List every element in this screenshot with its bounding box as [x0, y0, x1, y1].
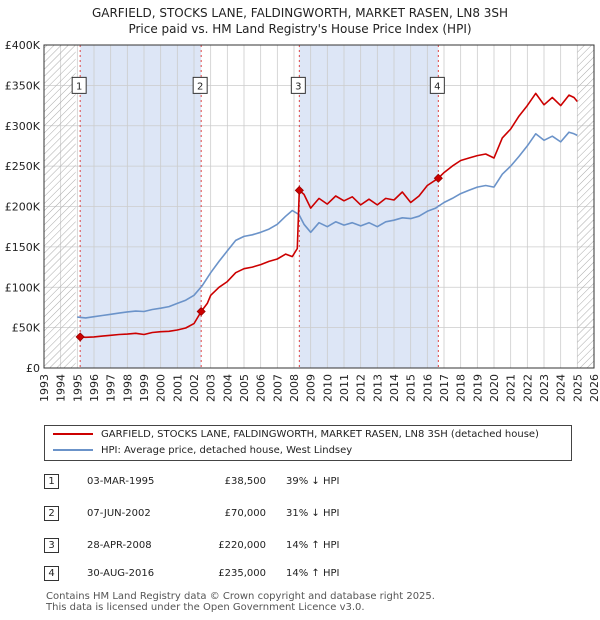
- x-tick-label: 2005: [238, 374, 251, 402]
- x-tick-label: 2016: [421, 374, 434, 402]
- legend-swatch-price-paid: [53, 433, 93, 435]
- legend: GARFIELD, STOCKS LANE, FALDINGWORTH, MAR…: [44, 425, 572, 461]
- hatched-period: [44, 45, 76, 368]
- sale-date: 07-JUN-2002: [87, 508, 151, 519]
- x-tick-label: 2010: [321, 374, 334, 402]
- footer-copyright: Contains HM Land Registry data © Crown c…: [46, 591, 435, 602]
- x-tick-label: 2008: [288, 374, 301, 402]
- footer-licence: This data is licensed under the Open Gov…: [46, 602, 365, 613]
- x-tick-label: 2001: [171, 374, 184, 402]
- x-tick-label: 2004: [221, 374, 234, 402]
- y-tick-label: £250K: [5, 160, 41, 173]
- legend-label-price-paid: GARFIELD, STOCKS LANE, FALDINGWORTH, MAR…: [101, 429, 539, 440]
- chart-title-line1: GARFIELD, STOCKS LANE, FALDINGWORTH, MAR…: [91, 6, 509, 20]
- x-tick-label: 2002: [188, 374, 201, 402]
- sale-marker: [196, 306, 206, 317]
- x-tick-label: 2013: [371, 374, 384, 402]
- price-paid-line: [80, 92, 578, 339]
- x-tick-label: 2018: [455, 374, 468, 402]
- sale-label: 1: [76, 81, 82, 92]
- x-tick-label: 2011: [338, 374, 351, 402]
- sale-price: £70,000: [224, 508, 266, 519]
- sale-date: 03-MAR-1995: [87, 476, 155, 487]
- sale-row: 3 28-APR-2008 £220,000 14% ↑ HPI: [0, 536, 600, 556]
- x-tick-label: 2003: [205, 374, 218, 402]
- x-tick-label: 1999: [138, 374, 151, 402]
- sale-hpi-diff: 39% ↓ HPI: [286, 476, 340, 487]
- sale-label-box: [71, 76, 87, 94]
- x-tick-label: 2021: [505, 374, 518, 402]
- x-tick-label: 1993: [38, 374, 51, 402]
- sale-marker: [433, 173, 443, 183]
- sale-label: 2: [197, 81, 203, 92]
- x-tick-label: 2024: [555, 374, 568, 402]
- price-chart: 1 2 3 4 £0 £50K £100K £150K £200K £250K £300K £350…: [5, 39, 600, 402]
- sale-price: £38,500: [224, 476, 266, 487]
- y-tick-label: £200K: [5, 201, 41, 214]
- x-tick-label: 2012: [355, 374, 368, 402]
- sale-number-badge: 1: [44, 474, 59, 489]
- x-tick-label: 2009: [305, 374, 318, 402]
- sale-row: 4 30-AUG-2016 £235,000 14% ↑ HPI: [0, 564, 600, 584]
- x-tick-label: 1995: [71, 374, 84, 402]
- x-tick-label: 2000: [155, 374, 168, 402]
- x-tick-label: 2006: [255, 374, 268, 402]
- sale-label: 3: [295, 81, 301, 92]
- x-tick-label: 1994: [55, 374, 68, 402]
- y-tick-label: £300K: [5, 120, 41, 133]
- x-tick-label: 2020: [488, 374, 501, 402]
- sale-marker: [294, 185, 304, 195]
- x-tick-label: 2026: [588, 374, 600, 402]
- hpi-line: [77, 131, 578, 319]
- sale-hpi-diff: 14% ↑ HPI: [286, 568, 340, 579]
- x-tick-label: 2023: [538, 374, 551, 402]
- plot-frame: [43, 44, 595, 369]
- sale-date: 28-APR-2008: [87, 540, 152, 551]
- y-tick-label: £150K: [5, 241, 41, 254]
- x-tick-label: 2015: [405, 374, 418, 402]
- x-tick-label: 2007: [271, 374, 284, 402]
- sale-hpi-diff: 31% ↓ HPI: [286, 508, 340, 519]
- sale-label-box: [290, 76, 306, 94]
- x-tick-label: 2019: [471, 374, 484, 402]
- x-tick-label: 1998: [121, 374, 134, 402]
- sale-hpi-diff: 14% ↑ HPI: [286, 540, 340, 551]
- sale-number-badge: 2: [44, 506, 59, 521]
- x-tick-label: 2014: [388, 374, 401, 402]
- y-tick-label: £400K: [5, 39, 41, 52]
- sale-marker: [75, 332, 85, 342]
- sale-number-badge: 4: [44, 566, 59, 581]
- sale-date: 30-AUG-2016: [87, 568, 155, 579]
- x-tick-label: 1997: [105, 374, 118, 402]
- x-tick-label: 1996: [88, 374, 101, 402]
- x-tick-label: 2022: [521, 374, 534, 402]
- x-tick-label: 2017: [438, 374, 451, 402]
- y-tick-label: £0: [26, 362, 40, 375]
- sale-label-box: [192, 76, 208, 94]
- sale-row: 2 07-JUN-2002 £70,000 31% ↓ HPI: [0, 504, 600, 524]
- y-tick-label: £100K: [5, 281, 41, 294]
- y-tick-label: £350K: [5, 79, 41, 92]
- legend-label-hpi: HPI: Average price, detached house, West…: [101, 445, 353, 456]
- sale-label-box: [429, 76, 445, 94]
- x-tick-label: 2025: [571, 374, 584, 402]
- sale-number-badge: 3: [44, 538, 59, 553]
- y-tick-label: £50K: [12, 322, 41, 335]
- sale-price: £235,000: [218, 568, 266, 579]
- sale-row: 1 03-MAR-1995 £38,500 39% ↓ HPI: [0, 472, 600, 492]
- chart-title-line2: Price paid vs. HM Land Registry's House …: [128, 22, 472, 36]
- hatched-period: [577, 45, 594, 368]
- sale-label: 4: [434, 81, 440, 92]
- legend-item-hpi: HPI: Average price, detached house, West…: [53, 443, 352, 459]
- sale-price: £220,000: [218, 540, 266, 551]
- legend-item-price-paid: GARFIELD, STOCKS LANE, FALDINGWORTH, MAR…: [53, 427, 539, 443]
- legend-swatch-hpi: [53, 449, 93, 451]
